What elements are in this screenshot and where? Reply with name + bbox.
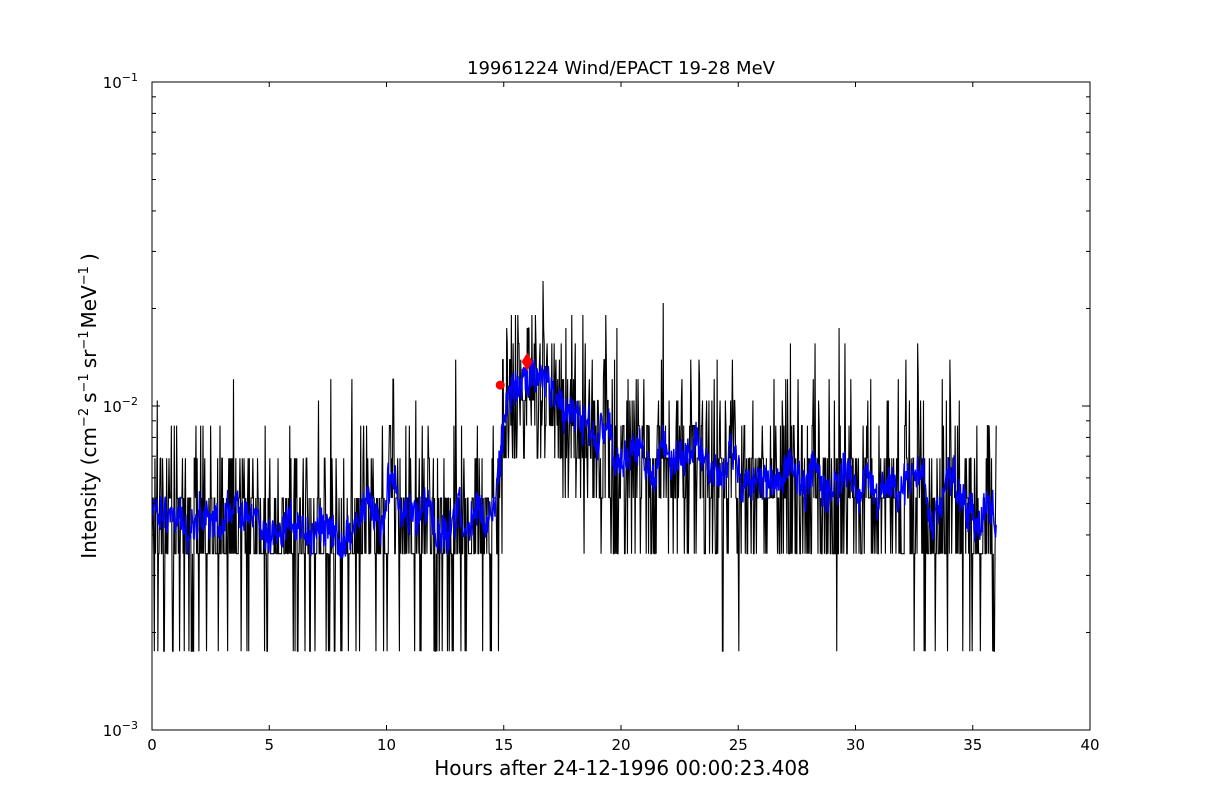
chart-title: 19961224 Wind/EPACT 19-28 MeV bbox=[467, 58, 776, 79]
y-axis-label-sr-exp: −1 bbox=[77, 330, 92, 349]
plot-area bbox=[152, 82, 1090, 730]
x-tick-label: 10 bbox=[377, 736, 396, 754]
x-axis-label: Hours after 24-12-1996 00:00:23.408 bbox=[434, 756, 810, 780]
series-layer bbox=[152, 281, 997, 652]
onset-marker bbox=[495, 380, 505, 390]
x-axis-ticks: 0 5 10 15 20 25 30 35 40 bbox=[147, 82, 1100, 754]
y-axis-label-suffix: ) bbox=[77, 253, 101, 261]
x-tick-label: 5 bbox=[264, 736, 274, 754]
smoothed-intensity-series bbox=[152, 359, 997, 559]
y-axis-label-s: s bbox=[77, 392, 101, 402]
x-tick-label: 40 bbox=[1080, 736, 1099, 754]
markers-layer bbox=[495, 352, 533, 390]
x-tick-label: 15 bbox=[494, 736, 513, 754]
y-axis-label: Intensity (cm−2s−1sr−1MeV−1) bbox=[77, 253, 101, 559]
y-axis-label-s-exp: −1 bbox=[77, 373, 92, 392]
y-axis-label-sr: sr bbox=[77, 349, 101, 368]
y-tick-label: 10−1 bbox=[103, 71, 138, 92]
x-tick-label: 25 bbox=[729, 736, 748, 754]
y-tick-label: 10−3 bbox=[103, 719, 138, 740]
x-tick-label: 30 bbox=[846, 736, 865, 754]
y-axis-ticks: 10−1 10−2 10−3 bbox=[103, 71, 1090, 740]
y-axis-label-mev: MeV bbox=[77, 285, 101, 329]
y-tick-label: 10−2 bbox=[103, 395, 138, 416]
raw-intensity-series bbox=[152, 281, 997, 652]
x-tick-label: 35 bbox=[963, 736, 982, 754]
y-axis-label-cm-exp: −2 bbox=[77, 408, 92, 427]
y-axis-label-prefix: Intensity (cm bbox=[77, 427, 101, 559]
x-tick-label: 20 bbox=[611, 736, 630, 754]
peak-marker bbox=[521, 352, 533, 371]
y-axis-label-mev-exp: −1 bbox=[77, 266, 92, 285]
x-tick-label: 0 bbox=[147, 736, 157, 754]
